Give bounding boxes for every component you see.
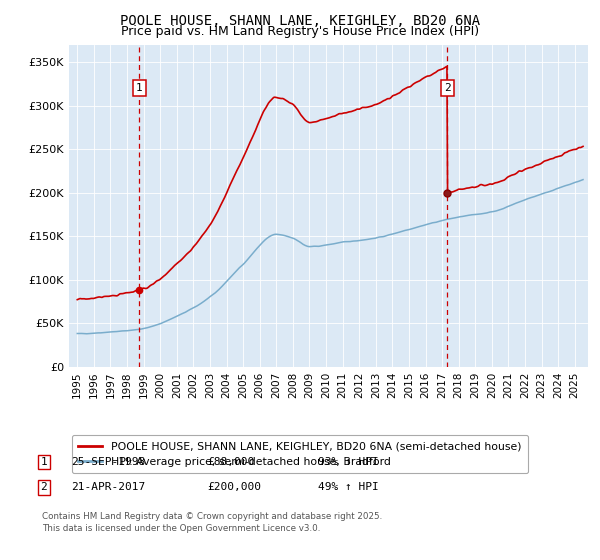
Text: Contains HM Land Registry data © Crown copyright and database right 2025.: Contains HM Land Registry data © Crown c… — [42, 512, 382, 521]
Text: POOLE HOUSE, SHANN LANE, KEIGHLEY, BD20 6NA: POOLE HOUSE, SHANN LANE, KEIGHLEY, BD20 … — [120, 14, 480, 28]
Text: £200,000: £200,000 — [207, 482, 261, 492]
Text: 1: 1 — [40, 457, 47, 467]
Text: Price paid vs. HM Land Registry's House Price Index (HPI): Price paid vs. HM Land Registry's House … — [121, 25, 479, 38]
Text: 93% ↑ HPI: 93% ↑ HPI — [318, 457, 379, 467]
Legend: POOLE HOUSE, SHANN LANE, KEIGHLEY, BD20 6NA (semi-detached house), HPI: Average : POOLE HOUSE, SHANN LANE, KEIGHLEY, BD20 … — [72, 435, 528, 473]
Text: £88,000: £88,000 — [207, 457, 254, 467]
Text: This data is licensed under the Open Government Licence v3.0.: This data is licensed under the Open Gov… — [42, 524, 320, 533]
Text: 2: 2 — [40, 482, 47, 492]
Text: 25-SEP-1998: 25-SEP-1998 — [71, 457, 145, 467]
Text: 1: 1 — [136, 83, 143, 94]
Text: 2: 2 — [444, 83, 451, 94]
Text: 49% ↑ HPI: 49% ↑ HPI — [318, 482, 379, 492]
Text: 21-APR-2017: 21-APR-2017 — [71, 482, 145, 492]
